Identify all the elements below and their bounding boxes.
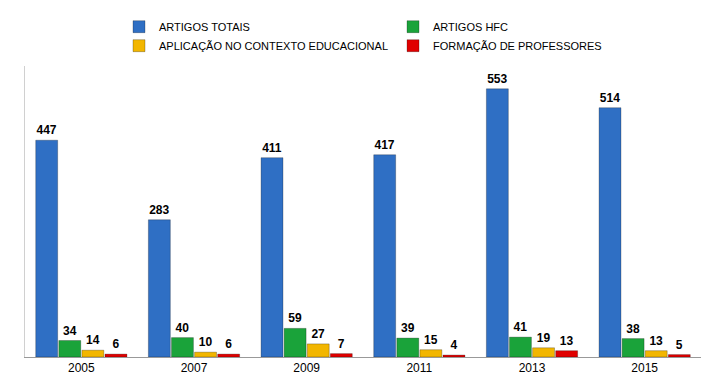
svg-text:2013: 2013 <box>519 361 546 375</box>
svg-text:ARTIGOS HFC: ARTIGOS HFC <box>433 21 508 33</box>
svg-text:2009: 2009 <box>293 361 320 375</box>
svg-text:2007: 2007 <box>181 361 208 375</box>
svg-text:FORMAÇÃO DE PROFESSORES: FORMAÇÃO DE PROFESSORES <box>433 40 602 52</box>
svg-text:27: 27 <box>311 327 325 341</box>
svg-text:447: 447 <box>37 123 57 137</box>
svg-text:59: 59 <box>288 311 302 325</box>
svg-text:2015: 2015 <box>631 361 658 375</box>
svg-text:7: 7 <box>338 337 345 351</box>
svg-text:38: 38 <box>626 322 640 336</box>
svg-text:41: 41 <box>514 320 528 334</box>
svg-text:553: 553 <box>487 72 507 86</box>
svg-text:14: 14 <box>86 333 100 347</box>
svg-text:13: 13 <box>560 334 574 348</box>
svg-text:APLICAÇÃO NO CONTEXTO EDUCACIO: APLICAÇÃO NO CONTEXTO EDUCACIONAL <box>159 40 388 52</box>
svg-text:2005: 2005 <box>68 361 95 375</box>
svg-text:10: 10 <box>199 335 213 349</box>
svg-text:13: 13 <box>649 334 663 348</box>
svg-text:39: 39 <box>401 321 415 335</box>
svg-text:4: 4 <box>450 338 457 352</box>
svg-text:ARTIGOS TOTAIS: ARTIGOS TOTAIS <box>159 21 250 33</box>
svg-text:5: 5 <box>676 338 683 352</box>
svg-text:6: 6 <box>112 337 119 351</box>
svg-text:283: 283 <box>149 203 169 217</box>
svg-text:514: 514 <box>600 91 620 105</box>
svg-text:417: 417 <box>375 138 395 152</box>
svg-text:411: 411 <box>262 141 282 155</box>
svg-text:34: 34 <box>63 324 77 338</box>
svg-text:15: 15 <box>424 333 438 347</box>
svg-text:2011: 2011 <box>406 361 432 375</box>
svg-text:19: 19 <box>537 331 551 345</box>
svg-text:6: 6 <box>225 337 232 351</box>
svg-text:40: 40 <box>176 321 190 335</box>
